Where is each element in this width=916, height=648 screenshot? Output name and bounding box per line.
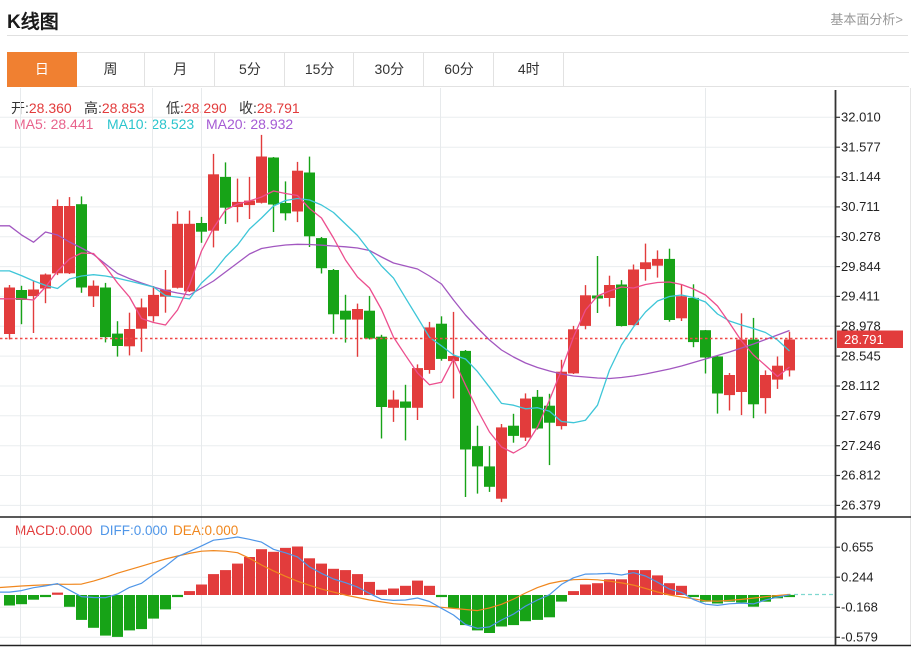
svg-text:29.411: 29.411 [841, 289, 880, 304]
svg-text:0.244: 0.244 [841, 569, 874, 584]
svg-text:26.812: 26.812 [841, 468, 881, 483]
svg-text:28.978: 28.978 [841, 318, 881, 333]
svg-text:27.679: 27.679 [841, 408, 881, 423]
svg-text:28.545: 28.545 [841, 348, 881, 363]
svg-text:-0.168: -0.168 [841, 600, 878, 615]
svg-text:26.379: 26.379 [841, 498, 881, 513]
svg-text:32.010: 32.010 [841, 110, 881, 125]
svg-text:-0.579: -0.579 [841, 630, 878, 645]
svg-text:30.278: 30.278 [841, 229, 881, 244]
svg-text:28.112: 28.112 [841, 378, 880, 393]
svg-text:31.144: 31.144 [841, 169, 881, 184]
svg-text:31.577: 31.577 [841, 139, 881, 154]
svg-text:27.246: 27.246 [841, 438, 881, 453]
svg-text:30.711: 30.711 [841, 199, 880, 214]
svg-text:0.655: 0.655 [841, 539, 874, 554]
svg-text:28.791: 28.791 [844, 332, 884, 347]
svg-text:29.844: 29.844 [841, 259, 881, 274]
